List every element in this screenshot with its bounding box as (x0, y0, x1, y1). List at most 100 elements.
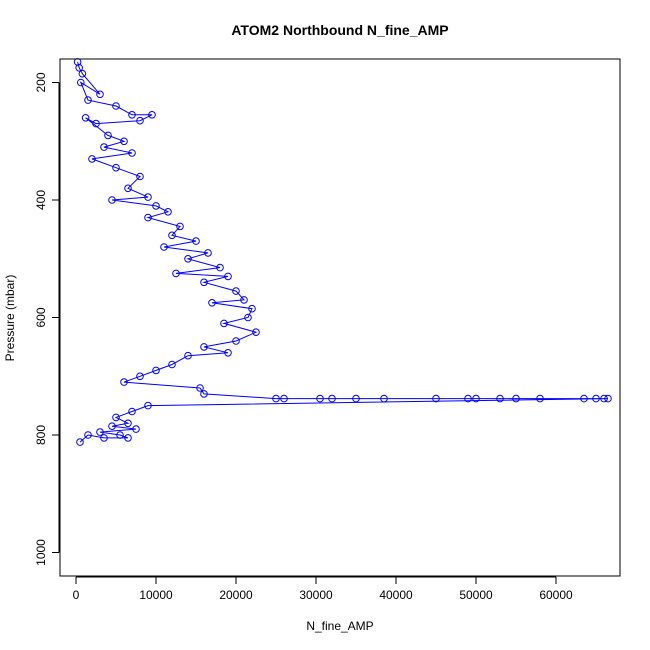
y-tick-label: 400 (34, 190, 48, 210)
data-point (464, 394, 472, 403)
data-point (144, 193, 152, 201)
data-point (132, 425, 140, 433)
data-point (208, 299, 216, 307)
data-point (432, 394, 440, 403)
x-tick-label: 40000 (379, 588, 413, 602)
data-point (128, 149, 136, 157)
data-point (96, 90, 104, 99)
x-tick-label: 10000 (139, 588, 173, 602)
plot-frame (59, 58, 621, 577)
chart-title: ATOM2 Northbound N_fine_AMP (231, 22, 448, 38)
data-point (380, 394, 388, 403)
data-point (496, 394, 504, 403)
data-point (280, 394, 288, 403)
data-point (240, 296, 248, 304)
data-point (536, 394, 544, 403)
data-point (92, 119, 100, 128)
data-point (144, 213, 152, 222)
x-tick-label: 50000 (459, 588, 493, 602)
data-point (152, 366, 160, 375)
data-point (75, 64, 83, 72)
data-point (352, 394, 360, 403)
plot-marks (73, 58, 612, 446)
data-point (104, 131, 112, 140)
y-tick-label: 1000 (34, 539, 48, 566)
data-point (108, 422, 116, 431)
data-point (252, 328, 260, 337)
data-point (472, 394, 480, 403)
data-point (224, 272, 232, 281)
data-point (100, 434, 108, 442)
data-point (232, 287, 240, 295)
data-point (232, 337, 240, 345)
data-point (77, 78, 85, 87)
data-point (152, 202, 160, 210)
data-point (184, 351, 192, 360)
data-point (128, 111, 136, 119)
data-point (604, 394, 612, 403)
data-point (172, 269, 180, 278)
data-point (124, 434, 132, 442)
y-tick-label: 800 (34, 425, 48, 445)
data-point (200, 278, 208, 287)
data-point (112, 163, 120, 172)
x-tick-label: 0 (73, 588, 80, 602)
data-point (96, 428, 104, 436)
data-point (84, 96, 92, 104)
data-point (84, 431, 92, 439)
data-point (124, 419, 132, 428)
data-point (164, 208, 172, 216)
data-point (168, 360, 176, 369)
data-point (120, 137, 128, 146)
data-point (272, 394, 280, 403)
data-point (144, 401, 152, 410)
data-point (168, 231, 176, 240)
data-point (192, 237, 200, 245)
data-point (124, 184, 132, 193)
data-point (120, 378, 128, 386)
data-point (78, 69, 87, 78)
data-point (136, 116, 144, 125)
y-axis-title: Pressure (mbar) (3, 275, 17, 362)
data-point (600, 394, 608, 403)
y-axis: 200 400 600 800 1000 (34, 72, 60, 566)
x-tick-label: 20000 (219, 588, 253, 602)
series-line (77, 61, 609, 443)
data-point (184, 254, 192, 263)
data-point (112, 413, 120, 422)
data-point (81, 114, 90, 122)
data-point (88, 155, 96, 163)
data-point (128, 407, 136, 416)
data-point (136, 172, 144, 181)
data-point (512, 394, 520, 403)
data-point (196, 384, 204, 392)
data-point (176, 222, 184, 231)
data-point (108, 196, 116, 204)
data-point (224, 349, 232, 357)
data-point (100, 143, 108, 151)
x-axis-title: N_fine_AMP (306, 619, 373, 633)
x-tick-label: 30000 (299, 588, 333, 602)
data-point (160, 243, 168, 251)
data-point (200, 343, 208, 351)
data-point (148, 111, 156, 119)
data-point (204, 249, 212, 257)
data-point (580, 394, 588, 403)
data-point (316, 394, 324, 403)
y-tick-label: 600 (34, 307, 48, 327)
data-point (328, 394, 336, 403)
data-point (136, 372, 144, 381)
data-point (248, 304, 256, 313)
data-point (112, 102, 120, 110)
data-point (116, 431, 124, 439)
data-point (200, 390, 208, 398)
data-point (592, 394, 600, 403)
data-point (76, 438, 84, 446)
x-tick-label: 60000 (539, 588, 573, 602)
x-axis: 0 10000 20000 30000 40000 50000 60000 (73, 576, 573, 602)
data-point (216, 263, 224, 272)
data-point (220, 319, 228, 328)
y-tick-label: 200 (34, 72, 48, 92)
data-point (244, 313, 252, 322)
